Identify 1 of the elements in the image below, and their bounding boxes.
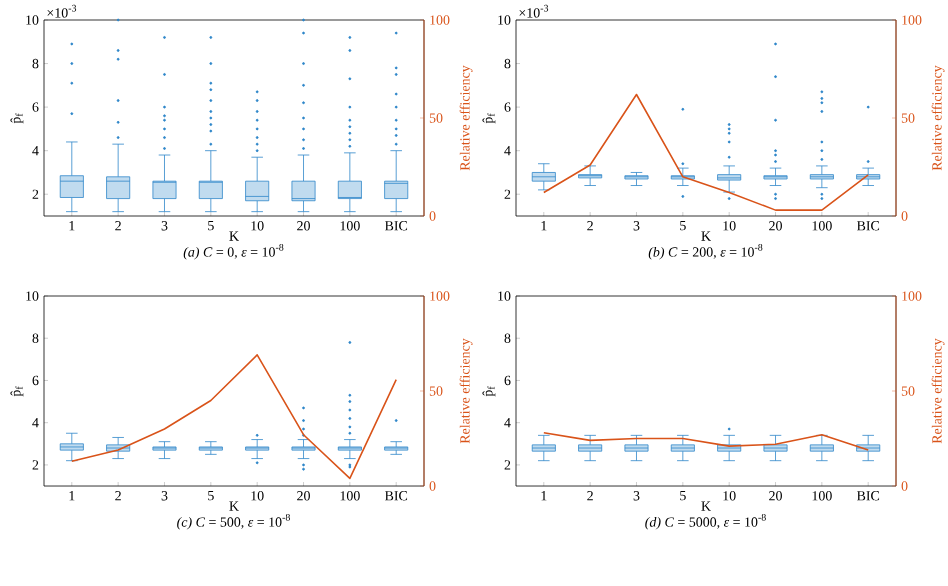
line-series — [71, 354, 397, 480]
